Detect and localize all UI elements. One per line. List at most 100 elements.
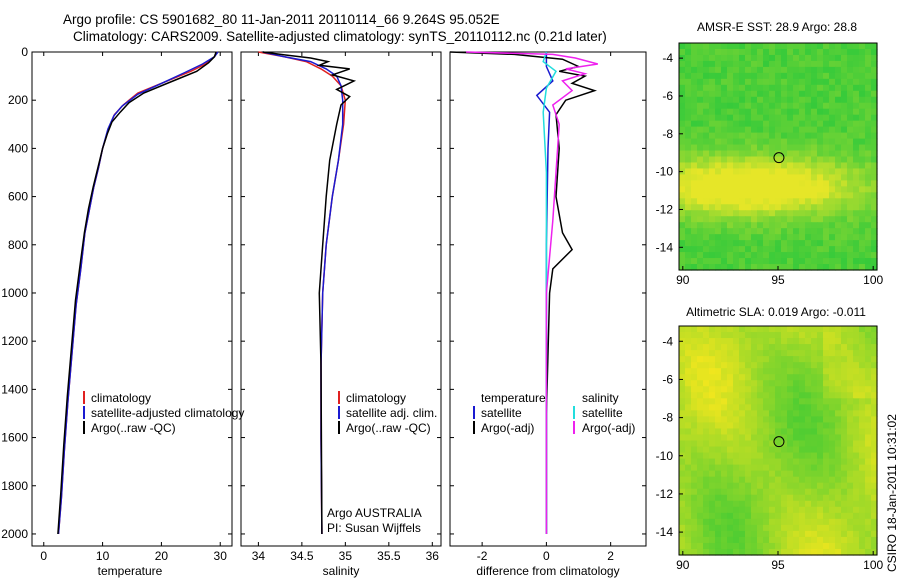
map-pixel <box>697 404 704 411</box>
map-pixel <box>787 470 794 478</box>
map-pixel <box>859 186 866 193</box>
map-pixel <box>865 72 872 80</box>
map-pixel <box>697 168 704 176</box>
map-pixel <box>769 482 776 490</box>
map-pixel <box>781 48 788 56</box>
depth-tick-label: 0 <box>21 45 28 59</box>
legend-label-climatology: climatology <box>91 391 151 405</box>
map-pixel <box>853 168 860 176</box>
map-pixel <box>757 168 764 176</box>
map-pixel <box>775 398 782 405</box>
map-pixel <box>865 66 872 74</box>
map-pixel <box>817 458 824 466</box>
map-pixel <box>691 458 698 466</box>
map-pixel <box>799 500 806 508</box>
map-pixel <box>793 192 800 199</box>
map-pixel <box>745 78 752 86</box>
map-pixel <box>805 548 812 556</box>
map-pixel <box>799 114 806 122</box>
map-pixel <box>757 144 764 152</box>
map-pixel <box>733 446 740 454</box>
map-pixel <box>859 350 866 357</box>
map-pixel <box>775 332 782 339</box>
map-pixel <box>805 198 812 205</box>
map-pixel <box>727 48 734 56</box>
map-pixel <box>733 464 740 472</box>
map-pixel <box>829 186 836 193</box>
map-pixel <box>721 72 728 80</box>
map-pixel <box>865 60 872 68</box>
map-pixel <box>703 476 710 484</box>
map-pixel <box>805 524 812 532</box>
map-pixel <box>841 204 848 211</box>
map-pixel <box>841 386 848 393</box>
map-pixel <box>799 210 806 217</box>
map-pixel <box>787 350 794 357</box>
map-pixel <box>811 410 818 417</box>
map-pixel <box>805 506 812 514</box>
map-pixel <box>799 120 806 128</box>
map-pixel <box>751 198 758 205</box>
map-pixel <box>805 252 812 259</box>
map-pixel <box>733 368 740 375</box>
map-pixel <box>739 228 746 235</box>
map-pixel <box>733 380 740 387</box>
map-pixel <box>727 536 734 544</box>
map-pixel <box>829 386 836 393</box>
map-pixel <box>799 186 806 193</box>
map-pixel <box>781 440 788 448</box>
map-pixel <box>679 162 686 170</box>
map-pixel <box>727 114 734 122</box>
map-pixel <box>763 252 770 259</box>
map-pixel <box>691 78 698 86</box>
map-pixel <box>781 66 788 74</box>
map-pixel <box>799 168 806 176</box>
map-pixel <box>691 536 698 544</box>
map-pixel <box>751 114 758 122</box>
map-pixel <box>799 204 806 211</box>
map-pixel <box>871 350 878 357</box>
map-pixel <box>697 338 704 345</box>
map-pixel <box>751 120 758 128</box>
map-pixel <box>817 506 824 514</box>
map-pixel <box>763 386 770 393</box>
map-pixel <box>769 452 776 460</box>
map-pixel <box>763 548 770 556</box>
map-pixel <box>787 368 794 375</box>
map-pixel <box>847 138 854 146</box>
map-pixel <box>733 338 740 345</box>
map-pixel <box>757 150 764 158</box>
map-pixel <box>841 380 848 387</box>
map-pixel <box>811 422 818 430</box>
map-pixel <box>871 168 878 176</box>
map-pixel <box>763 464 770 472</box>
map-pixel <box>871 422 878 430</box>
map-pixel <box>703 90 710 98</box>
map-pixel <box>817 548 824 556</box>
map-pixel <box>853 416 860 424</box>
map-pixel <box>817 258 824 265</box>
map-pixel <box>763 380 770 387</box>
map-pixel <box>847 392 854 399</box>
map-pixel <box>697 548 704 556</box>
map-pixel <box>739 548 746 556</box>
map-pixel <box>763 374 770 381</box>
map-pixel <box>703 126 710 134</box>
map-pixel <box>721 43 728 50</box>
map-pixel <box>805 386 812 393</box>
map-pixel <box>847 506 854 514</box>
map-pixel <box>685 356 692 363</box>
map-pixel <box>799 240 806 247</box>
temperature-tick-labels: 0 10 20 30 <box>32 51 232 563</box>
map-pixel <box>853 132 860 140</box>
map-pixel <box>841 43 848 50</box>
map-pixel <box>865 210 872 217</box>
map-pixel <box>853 350 860 357</box>
map-pixel <box>679 180 686 187</box>
map-pixel <box>745 344 752 351</box>
map-pixel <box>781 482 788 490</box>
map-pixel <box>829 398 836 405</box>
map-pixel <box>751 386 758 393</box>
map-pixel <box>769 542 776 550</box>
map-pixel <box>817 512 824 520</box>
